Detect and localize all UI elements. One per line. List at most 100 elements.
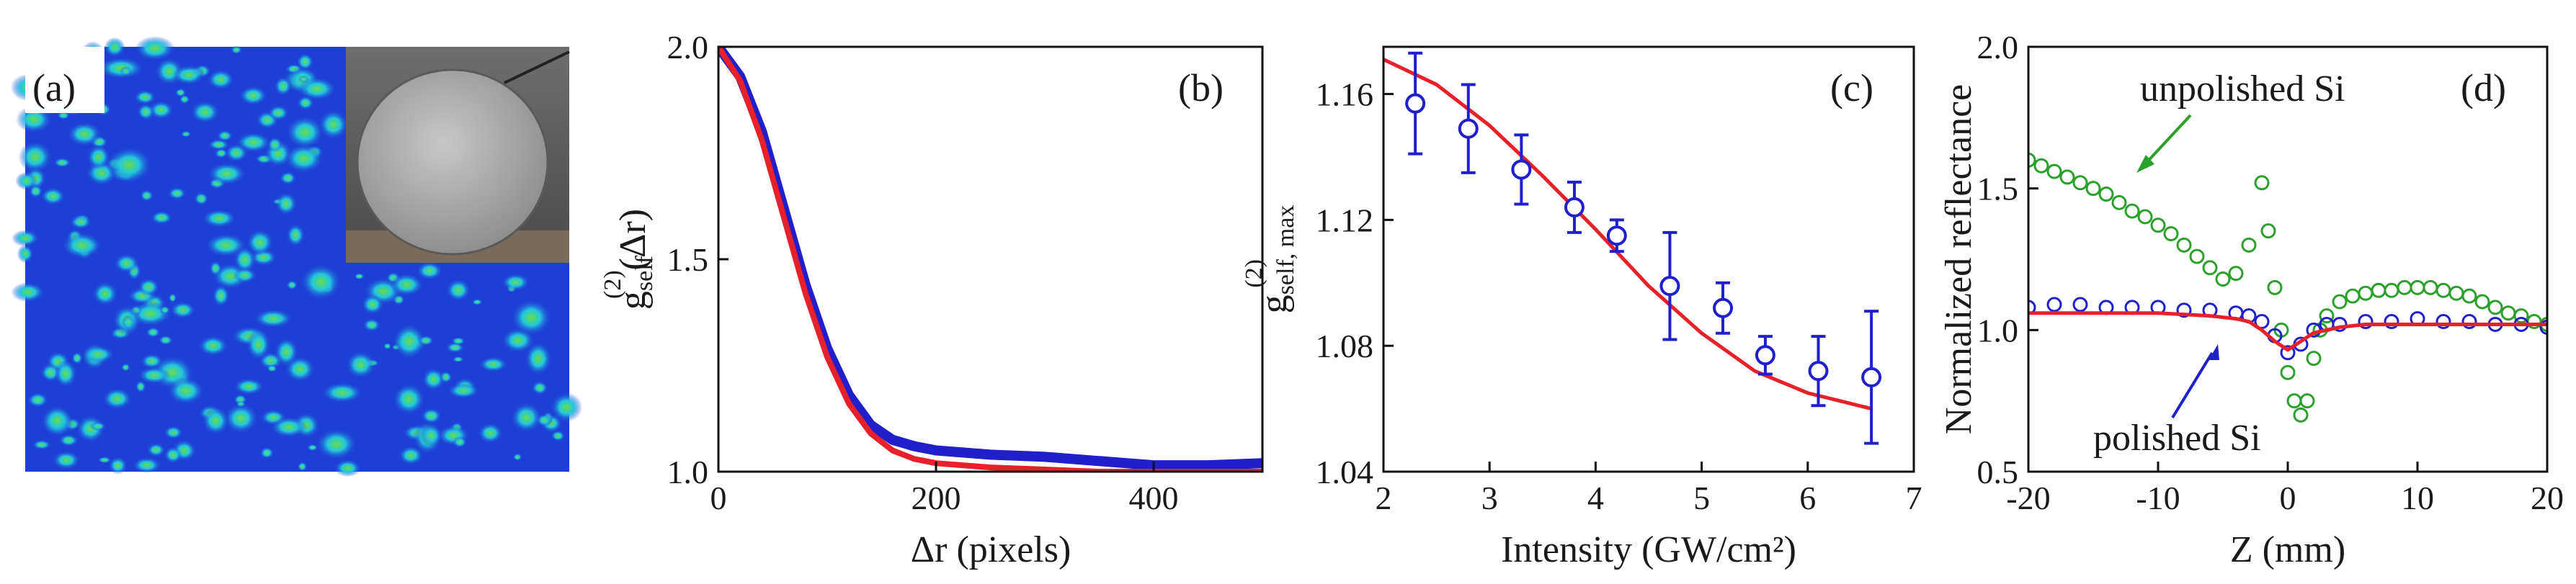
speckle-blob	[453, 436, 467, 449]
speckle-blob	[53, 157, 71, 168]
speckle-blob	[224, 403, 258, 433]
speckle-blob	[286, 223, 306, 247]
speckle-blob	[170, 301, 196, 319]
speckle-blob	[511, 403, 542, 433]
data-point-unpolished	[2423, 279, 2438, 295]
speckle-blob	[270, 416, 308, 438]
series-line-fit	[2028, 311, 2547, 352]
speckle-blob	[194, 192, 209, 206]
speckle-blob	[197, 336, 228, 356]
speckle-blob	[383, 342, 392, 350]
speckle-blob	[168, 293, 177, 303]
speckle-blob	[346, 351, 375, 379]
speckle-blob	[190, 101, 220, 124]
data-point-unpolished	[2306, 351, 2322, 367]
speckle-blob	[421, 408, 442, 424]
y-tick-label-b: 1.5	[667, 241, 709, 278]
x-tick-label-c: 6	[1799, 480, 1816, 516]
speckle-blob	[214, 148, 228, 158]
y-axis-title-b-sub: self	[631, 255, 658, 291]
speckle-blob	[102, 387, 133, 410]
x-tick-label-d: 20	[2531, 480, 2564, 516]
speckle-blob	[108, 457, 128, 475]
speckle-blob	[267, 137, 283, 153]
plot-b-series	[718, 47, 1262, 472]
data-point-unpolished	[2332, 294, 2348, 310]
speckle-blob	[274, 337, 298, 367]
speckle-blob	[209, 261, 222, 277]
axes-frame-c	[1382, 45, 1915, 473]
data-point-unpolished	[2435, 282, 2451, 298]
speckle-blob	[168, 187, 187, 200]
panel-label-d: (d)	[2461, 66, 2506, 109]
data-point-unpolished	[2215, 271, 2231, 287]
data-point-unpolished	[2033, 158, 2049, 174]
data-point-unpolished	[2028, 152, 2036, 168]
speckle-blob	[446, 279, 471, 302]
speckle-blob	[140, 189, 154, 202]
speckle-blob	[297, 77, 337, 101]
speckle-blob	[208, 162, 246, 185]
speckle-blob	[12, 230, 39, 247]
data-point-unpolished	[2461, 288, 2477, 304]
speckle-blob	[18, 141, 53, 173]
speckle-blob	[54, 359, 77, 388]
y-tick-label-d: 2.0	[1977, 29, 2019, 66]
data-point-unpolished	[2267, 279, 2283, 295]
speckle-blob	[531, 381, 548, 395]
data-point-polished	[2028, 300, 2036, 315]
data-point-unpolished	[2059, 169, 2075, 185]
speckle-blob	[138, 278, 159, 297]
speckle-blob	[512, 453, 522, 462]
speckle-blob	[32, 439, 51, 450]
panel-c: 2 3 4 5 6 7 1.04 1.08 1.12 1.16 (c) Intensity (GW…	[1241, 45, 1922, 570]
speckle-blob	[266, 364, 277, 373]
speckle-blob	[389, 273, 424, 296]
speckle-blob	[225, 143, 248, 162]
speckle-blob	[148, 101, 174, 120]
arrow-unpolished	[2142, 114, 2192, 167]
y-axis-title-b-sup: (2)	[600, 270, 626, 299]
data-point-unpolished	[2487, 300, 2503, 315]
y-tick-label-c: 1.08	[1316, 328, 1374, 364]
y-axis-title-b-main: g	[612, 291, 654, 310]
speckle-blob	[57, 111, 71, 120]
y-axis-title-d: Normalized reflectance	[1938, 84, 1979, 434]
speckle-blob	[71, 351, 83, 365]
data-point-polished	[2358, 314, 2374, 330]
data-point-unpolished	[2474, 294, 2490, 310]
speckle-blob	[15, 171, 37, 191]
speckle-blob	[393, 324, 426, 359]
speckle-blob	[239, 86, 267, 106]
data-point-unpolished	[2111, 194, 2127, 210]
x-tick-label-c: 4	[1587, 480, 1604, 516]
speckle-blob	[180, 130, 192, 138]
speckle-blob	[502, 274, 530, 291]
y-tick-label-c: 1.12	[1316, 202, 1374, 238]
annotation-unpolished-si: unpolished Si	[2140, 68, 2345, 109]
speckle-blob	[321, 382, 363, 403]
series-line-fit	[718, 47, 1262, 472]
speckle-blob	[525, 341, 552, 376]
data-point-unpolished	[2371, 282, 2386, 298]
x-axis-title-d: Z (mm)	[2230, 529, 2345, 570]
data-point-unpolished	[2176, 237, 2192, 253]
speckle-blob	[511, 300, 552, 336]
y-axis-title-c-sub: self, max	[1273, 205, 1299, 295]
y-tick-label-d: 1.5	[1977, 171, 2019, 207]
data-point-unpolished	[2280, 364, 2296, 380]
data-point-unpolished	[2500, 305, 2516, 321]
data-point	[1458, 118, 1479, 139]
arrow-polished	[2171, 351, 2214, 419]
speckle-blob	[137, 103, 155, 120]
data-point-polished	[2539, 319, 2547, 335]
speckle-blob	[151, 210, 173, 225]
data-point-unpolished	[2124, 203, 2140, 219]
data-point-polished	[2280, 345, 2296, 361]
speckle-blob	[52, 451, 81, 470]
panel-a: (a)	[10, 36, 583, 477]
data-point-unpolished	[2448, 285, 2464, 301]
speckle-blobs	[10, 36, 583, 477]
speckle-blob	[267, 105, 289, 121]
panel-label-a: (a)	[32, 66, 76, 109]
